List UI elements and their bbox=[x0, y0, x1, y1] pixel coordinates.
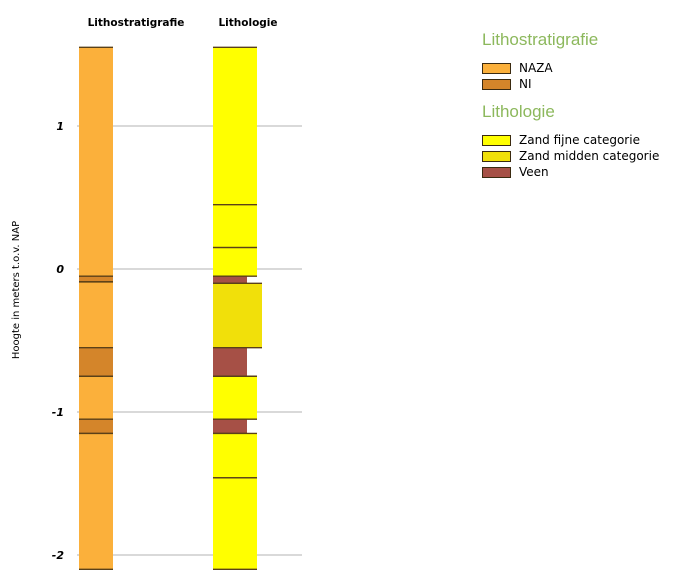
interval-naza bbox=[79, 281, 113, 348]
interval-naza bbox=[79, 47, 113, 277]
interval-ni bbox=[79, 419, 113, 434]
interval-veen bbox=[213, 419, 247, 434]
columns: Lithostratigrafie Lithologie bbox=[79, 17, 278, 570]
y-tick-label: -2 bbox=[52, 549, 65, 562]
column-title: Lithostratigrafie bbox=[88, 17, 185, 29]
interval-ni bbox=[79, 347, 113, 377]
y-tick-label: -1 bbox=[52, 406, 64, 419]
interval-zand-fijne-categorie bbox=[213, 477, 257, 570]
legend-label-zand-fijn: Zand fijne categorie bbox=[519, 133, 640, 147]
legend: Lithostratigrafie NAZA NI Lithologie Zan… bbox=[482, 30, 659, 190]
column-lithologie: Lithologie bbox=[213, 17, 278, 570]
legend-swatch-naza bbox=[482, 62, 511, 74]
legend-swatch-veen bbox=[482, 166, 511, 178]
legend-swatch-zand-fijn bbox=[482, 134, 511, 146]
legend-item-veen: Veen bbox=[482, 164, 659, 180]
legend-item-zand-fijn: Zand fijne categorie bbox=[482, 132, 659, 148]
interval-ni bbox=[79, 276, 113, 282]
legend-item-naza: NAZA bbox=[482, 60, 659, 76]
legend-group-lithostratigrafie: Lithostratigrafie NAZA NI bbox=[482, 30, 659, 92]
legend-label-zand-midden: Zand midden categorie bbox=[519, 149, 660, 163]
y-tick-label: 1 bbox=[56, 120, 64, 133]
interval-zand-fijne-categorie bbox=[213, 204, 257, 248]
interval-zand-midden-categorie bbox=[213, 283, 262, 348]
y-tick-labels: 1 0 -1 -2 bbox=[52, 120, 65, 562]
legend-group-lithologie: Lithologie Zand fijne categorie Zand mid… bbox=[482, 102, 659, 180]
interval-naza bbox=[79, 433, 113, 570]
legend-label-ni: NI bbox=[519, 77, 532, 91]
interval-zand-fijne-categorie bbox=[213, 376, 257, 420]
interval-zand-fijne-categorie bbox=[213, 47, 257, 205]
interval-veen bbox=[213, 276, 247, 284]
legend-swatch-ni bbox=[482, 78, 511, 90]
interval-naza bbox=[79, 376, 113, 420]
legend-title-lithologie: Lithologie bbox=[482, 102, 555, 121]
legend-label-naza: NAZA bbox=[519, 61, 553, 75]
interval-zand-fijne-categorie bbox=[213, 433, 257, 478]
y-axis-label: Hoogte in meters t.o.v. NAP bbox=[11, 221, 22, 359]
column-lithostratigrafie: Lithostratigrafie bbox=[79, 17, 185, 570]
legend-item-zand-midden: Zand midden categorie bbox=[482, 148, 659, 164]
legend-label-veen: Veen bbox=[519, 165, 549, 179]
interval-zand-fijne-categorie bbox=[213, 247, 257, 277]
interval-veen bbox=[213, 347, 247, 377]
column-title: Lithologie bbox=[218, 17, 277, 29]
legend-swatch-zand-midden bbox=[482, 150, 511, 162]
y-tick-label: 0 bbox=[56, 263, 64, 276]
legend-title-lithostratigrafie: Lithostratigrafie bbox=[482, 30, 599, 49]
legend-item-ni: NI bbox=[482, 76, 659, 92]
grid-lines bbox=[77, 125, 302, 556]
